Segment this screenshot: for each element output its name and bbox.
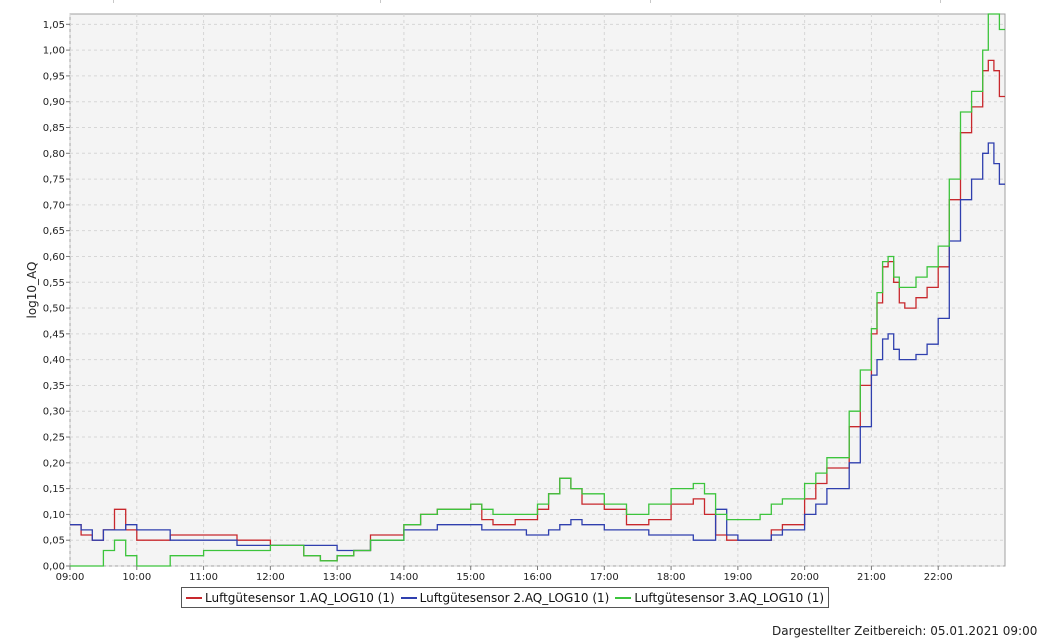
x-tick-label: 09:00 [56,572,85,583]
y-tick-label: 1,00 [43,46,65,57]
y-tick-label: 0,80 [43,149,65,160]
y-tick-label: 0,50 [43,304,65,315]
x-tick-label: 19:00 [723,572,752,583]
legend-swatch [186,596,202,599]
y-tick-label: 0,60 [43,252,65,263]
y-tick-label: 0,45 [43,329,65,340]
y-tick-label: 0,10 [43,510,65,521]
x-tick-label: 11:00 [189,572,218,583]
grid [69,14,1005,567]
top-divider-strip [0,0,1042,3]
x-tick-label: 22:00 [924,572,953,583]
y-tick-label: 0,95 [43,71,65,82]
x-tick-label: 15:00 [456,572,485,583]
y-tick-label: 0,00 [43,562,65,573]
series-layer [70,13,1005,567]
legend-item-3: Luftgütesensor 3.AQ_LOG10 (1) [615,591,824,605]
series-line-3 [70,13,1005,567]
x-tick-label: 13:00 [323,572,352,583]
y-tick-label: 0,15 [43,484,65,495]
y-tick-label: 0,55 [43,278,65,289]
y-tick-label: 0,25 [43,433,65,444]
y-tick-label: 0,90 [43,97,65,108]
legend: Luftgütesensor 1.AQ_LOG10 (1) Luftgütesen… [181,587,830,608]
legend-label: Luftgütesensor 2.AQ_LOG10 (1) [419,590,610,605]
legend-label: Luftgütesensor 3.AQ_LOG10 (1) [634,590,825,605]
y-axis: 0,00 0,05 0,10 0,15 0,20 0,25 0,30 0,35 0,40 0,45… [43,20,70,573]
x-tick-label: 17:00 [590,572,619,583]
chart: 0,00 0,05 0,10 0,15 0,20 0,25 0,30 0,35 0,40 0,45… [25,13,1006,583]
x-tick-label: 10:00 [122,572,151,583]
legend-label: Luftgütesensor 1.AQ_LOG10 (1) [205,590,395,605]
y-tick-label: 0,40 [43,355,65,366]
legend-item-2: Luftgütesensor 2.AQ_LOG10 (1) [400,590,610,605]
x-tick-label: 12:00 [256,572,285,583]
y-tick-label: 0,70 [43,200,65,211]
legend-item-1: Luftgütesensor 1.AQ_LOG10 (1) [186,591,395,605]
y-tick-label: 0,75 [43,175,65,186]
x-tick-label: 21:00 [857,572,886,583]
x-axis: 09:00 10:00 11:00 12:00 13:00 14:00 15:00 16:00… [56,566,953,583]
y-tick-label: 0,65 [43,226,65,237]
divider-tick [650,0,651,3]
divider-tick [380,0,381,3]
y-tick-label: 0,35 [43,381,65,392]
x-tick-label: 20:00 [790,572,819,583]
divider-tick [940,0,941,3]
x-tick-label: 14:00 [390,572,419,583]
x-tick-label: 16:00 [523,572,552,583]
divider-tick [113,0,114,3]
footer-timerange: Dargestellter Zeitbereich: 05.01.2021 09… [772,624,1038,638]
y-tick-label: 1,05 [43,20,65,31]
y-tick-label: 0,30 [43,407,65,418]
x-tick-label: 18:00 [657,572,686,583]
y-tick-label: 0,85 [43,123,65,134]
legend-swatch [400,596,417,599]
y-tick-label: 0,20 [43,458,65,469]
y-tick-label: 0,05 [43,536,65,547]
legend-swatch [615,596,632,599]
y-axis-label: log10_AQ [25,261,39,318]
